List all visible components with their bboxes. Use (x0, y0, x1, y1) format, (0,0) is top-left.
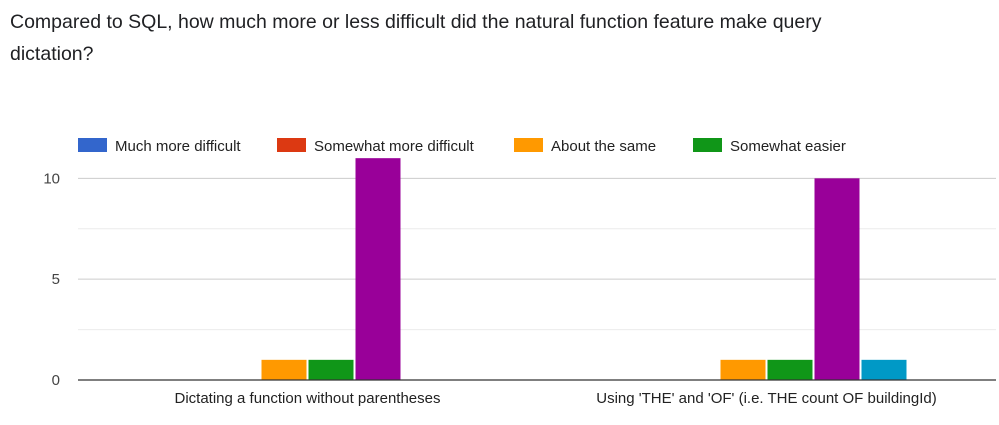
y-tick-label: 10 (43, 170, 60, 187)
legend: Much more difficult Somewhat more difficu… (78, 138, 846, 155)
bar (767, 359, 813, 380)
legend-label: Somewhat easier (730, 138, 846, 155)
legend-swatch (693, 138, 722, 152)
legend-swatch (277, 138, 306, 152)
legend-swatch (514, 138, 543, 152)
legend-label: Somewhat more difficult (314, 138, 475, 155)
legend-label: About the same (551, 138, 656, 155)
x-category-label: Dictating a function without parentheses (175, 390, 441, 407)
y-tick-label: 5 (52, 271, 60, 288)
bar (814, 178, 860, 380)
y-tick-label: 0 (52, 372, 60, 389)
legend-label: Much more difficult (115, 138, 241, 155)
axis: 0 5 10 Dictating a function without parenth… (43, 170, 996, 407)
bar (308, 359, 354, 380)
bar (720, 359, 766, 380)
bar (861, 359, 907, 380)
legend-swatch (78, 138, 107, 152)
bar (261, 359, 307, 380)
x-category-label: Using 'THE' and 'OF' (i.e. THE count OF … (596, 390, 936, 407)
bar (355, 158, 401, 380)
question-title: Compared to SQL, how much more or less d… (10, 11, 822, 65)
bars (261, 158, 907, 380)
